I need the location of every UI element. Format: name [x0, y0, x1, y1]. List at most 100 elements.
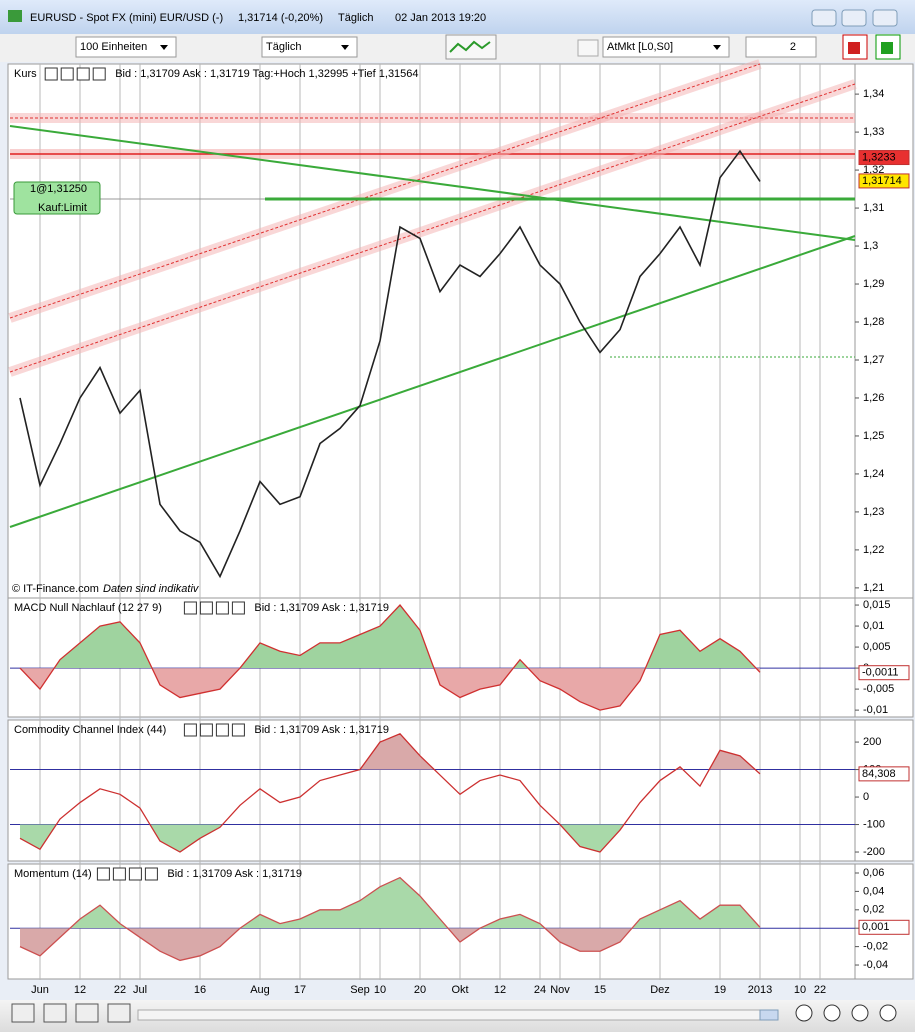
panel-tool-icon — [92, 67, 106, 81]
panel-tool-icon — [183, 601, 197, 615]
y-tick-label: 200 — [863, 736, 881, 748]
order-type-value: AtMkt [L0,S0] — [607, 41, 673, 53]
x-tick-label: Dez — [650, 984, 670, 996]
x-tick-label: 22 — [814, 984, 826, 996]
x-tick-label: 22 — [114, 984, 126, 996]
scroll-button[interactable] — [795, 1004, 813, 1022]
y-tick-label: 0,01 — [863, 620, 884, 632]
x-tick-label: 10 — [794, 984, 806, 996]
y-tick-label: 1,28 — [863, 316, 884, 328]
x-tick-label: Nov — [550, 984, 570, 996]
y-tick-label: 0,005 — [863, 641, 891, 653]
y-tick-label: 0,015 — [863, 599, 891, 611]
value-marker — [858, 919, 910, 935]
disclaimer: Daten sind indikativ — [103, 583, 200, 595]
x-tick-label: 15 — [594, 984, 606, 996]
y-tick-label: 0,04 — [863, 885, 884, 897]
panel-subtitle: Bid : 1,31709 Ask : 1,31719 — [167, 868, 302, 880]
area-fill — [70, 877, 760, 929]
y-tick-label: 0,02 — [863, 904, 884, 916]
panel-tool-icon — [199, 601, 213, 615]
panel-title: MACD Null Nachlauf (12 27 9) — [14, 602, 162, 614]
close-button[interactable] — [872, 9, 898, 27]
mail-button[interactable] — [11, 1003, 35, 1023]
x-tick-label: 17 — [294, 984, 306, 996]
panel-tool-icon — [215, 723, 229, 737]
y-tick-label: 0 — [863, 791, 869, 803]
trend-line — [9, 125, 856, 241]
print-button[interactable] — [43, 1003, 67, 1023]
x-tick-label: Jun — [31, 984, 49, 996]
window-timestamp: 02 Jan 2013 19:20 — [395, 12, 486, 24]
x-tick-label: Aug — [250, 984, 270, 996]
settings-button[interactable] — [577, 39, 599, 57]
zoom-button[interactable] — [851, 1004, 869, 1022]
panel-tool-icon — [231, 723, 245, 737]
panel-tool-icon — [144, 867, 158, 881]
panel-tool-icon — [112, 867, 126, 881]
y-tick-label: 0,06 — [863, 867, 884, 879]
y-tick-label: 1,27 — [863, 354, 884, 366]
chart-area: 1@1,31250 Kauf:Limit © IT-Finance.com Daten… — [7, 59, 914, 996]
quantity-spinner[interactable] — [745, 36, 817, 58]
panel-title: Commodity Channel Index (44) — [14, 724, 166, 736]
area-fill — [54, 605, 756, 669]
zoom-in-button[interactable] — [879, 1004, 897, 1022]
panel-tool-icon — [44, 67, 58, 81]
value-marker-label: 0,001 — [862, 921, 890, 933]
title-bar — [0, 0, 915, 34]
panel-tool-icon — [231, 601, 245, 615]
dropdown-arrow — [713, 45, 721, 50]
window-quote: 1,31714 (-0,20%) — [238, 12, 323, 24]
value-marker — [858, 173, 910, 189]
area-fill — [20, 928, 760, 961]
order-box — [13, 181, 101, 215]
value-marker-label: 1,3233 — [862, 151, 896, 163]
y-tick-label: 1,24 — [863, 468, 884, 480]
chart-style-button[interactable] — [445, 34, 497, 60]
window-title: EURUSD - Spot FX (mini) EUR/USD (-) — [30, 12, 223, 24]
dropdown-arrow — [160, 45, 168, 50]
scroll-thumb[interactable] — [759, 1009, 779, 1021]
panel-tool-icon — [76, 67, 90, 81]
open-button[interactable] — [107, 1003, 131, 1023]
value-marker — [858, 665, 910, 681]
maximize-button[interactable] — [841, 9, 867, 27]
scrollbar[interactable] — [137, 1009, 779, 1021]
period-value: Täglich — [266, 41, 301, 53]
panel-tool-icon — [215, 601, 229, 615]
y-tick-label: -0,01 — [863, 704, 888, 716]
y-tick-label: 1,25 — [863, 430, 884, 442]
panel-title: Momentum (14) — [14, 868, 92, 880]
order-type-dropdown[interactable] — [602, 36, 730, 58]
x-tick-label: Okt — [451, 984, 468, 996]
copy-button[interactable] — [75, 1003, 99, 1023]
x-tick-label: 10 — [374, 984, 386, 996]
app-icon — [8, 10, 22, 22]
y-tick-label: -0,02 — [863, 941, 888, 953]
series-line — [19, 149, 761, 579]
buy-button[interactable] — [875, 34, 901, 60]
y-tick-label: -100 — [863, 818, 885, 830]
zoom-out-button[interactable] — [823, 1004, 841, 1022]
window-interval: Täglich — [338, 12, 373, 24]
area-fill — [20, 668, 760, 711]
trend-line — [9, 83, 856, 373]
period-dropdown[interactable] — [261, 36, 358, 58]
value-marker — [858, 150, 910, 166]
value-marker-label: 1,31714 — [862, 175, 902, 187]
trend-line — [9, 235, 856, 528]
order-label: 1@1,31250 — [30, 183, 87, 195]
panel-title: Kurs — [14, 68, 37, 80]
panel-tool-icon — [60, 67, 74, 81]
panel-tool-icon — [199, 723, 213, 737]
quantity-value: 2 — [790, 41, 796, 53]
y-tick-label: -0,04 — [863, 959, 888, 971]
y-tick-label: 1,31 — [863, 202, 884, 214]
panel-subtitle: Bid : 1,31709 Ask : 1,31719 — [254, 602, 389, 614]
units-dropdown[interactable] — [75, 36, 177, 58]
area-fill — [360, 733, 756, 770]
minimize-button[interactable] — [811, 9, 837, 27]
